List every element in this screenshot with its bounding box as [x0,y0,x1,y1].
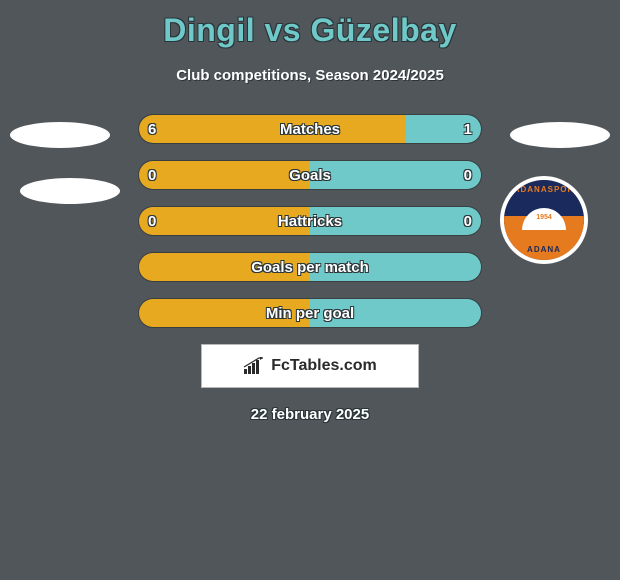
stat-label: Goals per match [139,253,481,281]
stat-bar: Goals per match [138,252,482,282]
stat-bar: Hattricks [138,206,482,236]
stat-value-right: 0 [464,160,472,190]
source-logo: FcTables.com [201,344,419,388]
chart-icon [243,357,265,375]
stat-value-right: 1 [464,114,472,144]
stat-bar: Min per goal [138,298,482,328]
stat-row: Matches6 1 [0,114,620,144]
stat-row: Hattricks0 0 [0,206,620,236]
stat-row: Goals per match [0,252,620,282]
stat-label: Matches [139,115,481,143]
comparison-infographic: Dingil vs Güzelbay Club competitions, Se… [0,0,620,580]
stat-label: Hattricks [139,207,481,235]
stat-label: Min per goal [139,299,481,327]
page-title: Dingil vs Güzelbay [0,0,620,49]
stat-row: Min per goal [0,298,620,328]
stat-rows: Matches61Goals00Hattricks00Goals per mat… [0,114,620,328]
date-label: 22 february 2025 [0,406,620,423]
subtitle: Club competitions, Season 2024/2025 [0,67,620,84]
stat-label: Goals [139,161,481,189]
stat-value-left: 0 [148,160,156,190]
stat-bar: Matches [138,114,482,144]
stat-bar: Goals [138,160,482,190]
logo-text: FcTables.com [271,357,377,375]
stat-value-left: 0 [148,206,156,236]
stat-value-right: 0 [464,206,472,236]
stat-row: Goals0 0 [0,160,620,190]
stat-value-left: 6 [148,114,156,144]
